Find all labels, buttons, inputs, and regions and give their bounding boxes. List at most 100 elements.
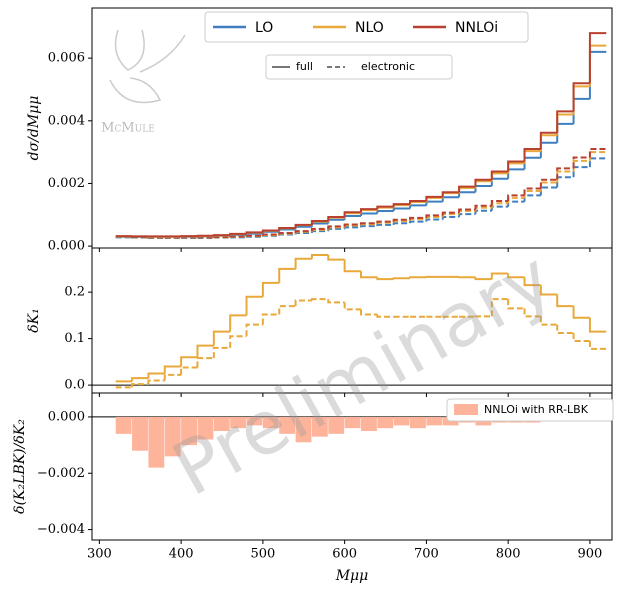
step xyxy=(278,267,296,283)
step xyxy=(474,209,492,215)
step xyxy=(229,335,247,348)
step xyxy=(572,97,590,124)
bar xyxy=(132,416,148,451)
step xyxy=(392,218,411,222)
step xyxy=(490,177,509,186)
step xyxy=(458,185,476,193)
step xyxy=(327,254,345,261)
bar xyxy=(197,416,214,440)
bar xyxy=(377,416,394,429)
step xyxy=(131,377,149,382)
step xyxy=(343,259,361,273)
step xyxy=(278,228,296,232)
step xyxy=(376,277,394,281)
y-tick-label: 0.1 xyxy=(64,331,85,346)
step xyxy=(196,357,214,368)
step xyxy=(245,323,263,337)
step xyxy=(588,340,607,350)
step xyxy=(490,298,509,317)
step xyxy=(441,215,460,220)
step xyxy=(327,227,345,232)
step xyxy=(245,232,263,235)
step xyxy=(147,372,165,379)
step xyxy=(343,215,361,220)
step xyxy=(441,191,460,197)
x-axis-label: Mμμ xyxy=(335,568,369,584)
step xyxy=(359,212,378,217)
x-tick-label: 500 xyxy=(250,547,275,562)
step xyxy=(474,204,492,210)
step xyxy=(294,230,312,233)
y-axis-label: δK₁ xyxy=(26,308,42,333)
step xyxy=(310,253,329,259)
step xyxy=(294,299,312,307)
step xyxy=(572,82,590,112)
step xyxy=(245,234,263,237)
line-legend-box xyxy=(265,54,453,80)
step xyxy=(539,178,558,189)
y-tick-label: 0.002 xyxy=(48,176,85,191)
y-tick-label: 0.0 xyxy=(64,378,85,393)
step xyxy=(425,200,443,206)
y-tick-label: −0.002 xyxy=(37,466,85,481)
step xyxy=(507,299,525,310)
step xyxy=(474,178,492,187)
step xyxy=(490,205,509,211)
legend-patch xyxy=(454,404,478,415)
step xyxy=(523,277,541,287)
step xyxy=(245,231,263,234)
step xyxy=(458,208,476,213)
step xyxy=(327,215,345,222)
step xyxy=(523,147,541,162)
step xyxy=(163,365,182,374)
step xyxy=(539,131,558,149)
step xyxy=(556,176,574,188)
step xyxy=(588,151,607,161)
step xyxy=(539,186,558,196)
step xyxy=(343,223,361,227)
step xyxy=(343,302,361,311)
step xyxy=(359,225,378,228)
step xyxy=(523,189,541,198)
step xyxy=(310,298,329,301)
x-tick-label: 300 xyxy=(87,547,112,562)
step xyxy=(212,346,231,359)
step xyxy=(490,170,509,180)
line-legend-label: electronic xyxy=(361,60,415,73)
step xyxy=(229,314,247,332)
y-tick-label: 0.000 xyxy=(48,239,85,254)
step xyxy=(539,316,558,326)
step xyxy=(392,222,411,225)
step xyxy=(294,225,312,230)
legend-box xyxy=(204,11,529,43)
step xyxy=(490,272,509,280)
step xyxy=(523,194,541,202)
step xyxy=(261,230,280,234)
bar xyxy=(115,416,132,434)
bar xyxy=(230,416,247,429)
step xyxy=(409,276,427,279)
legend-box xyxy=(446,398,614,422)
step xyxy=(507,168,525,179)
step xyxy=(310,220,329,225)
step xyxy=(588,147,607,158)
y-tick-label: 0.004 xyxy=(48,113,85,128)
step xyxy=(507,273,525,279)
step xyxy=(376,314,394,318)
plot-area xyxy=(115,32,607,239)
step xyxy=(131,383,149,388)
bar xyxy=(148,416,165,468)
step xyxy=(474,277,492,281)
step xyxy=(310,227,329,232)
logo-drawing xyxy=(109,29,186,104)
step xyxy=(458,191,476,198)
step xyxy=(343,211,361,217)
bar xyxy=(311,416,328,437)
step xyxy=(539,141,558,158)
step xyxy=(556,110,574,133)
step xyxy=(441,196,460,202)
y-axis-label: δ(K₂LBK)/δK₂ xyxy=(12,419,28,514)
step xyxy=(261,229,280,233)
step xyxy=(245,295,263,316)
